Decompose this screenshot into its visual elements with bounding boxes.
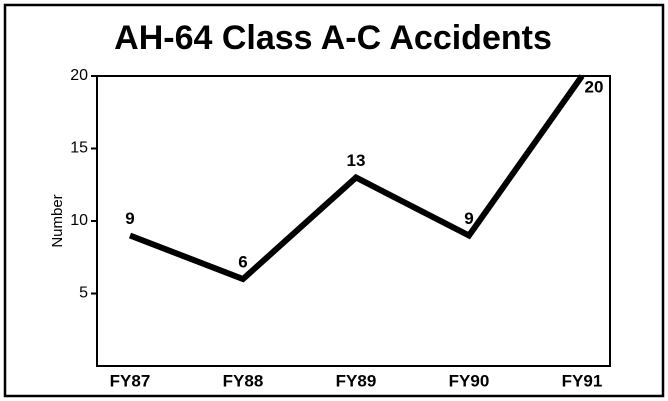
chart-title: AH-64 Class A-C Accidents xyxy=(114,19,552,57)
x-tick-label: FY91 xyxy=(562,371,603,390)
y-axis-label: Number xyxy=(49,194,66,247)
x-tick-label: FY87 xyxy=(110,371,151,390)
data-line xyxy=(128,74,585,283)
x-tick-label: FY90 xyxy=(449,371,490,390)
data-label: 9 xyxy=(464,209,473,228)
data-label: 13 xyxy=(347,151,366,170)
y-tick-label: 15 xyxy=(70,140,88,157)
y-tick-label: 20 xyxy=(70,67,88,84)
plot-frame xyxy=(96,75,611,367)
x-tick-label: FY88 xyxy=(223,371,264,390)
y-tick-label: 5 xyxy=(79,285,88,302)
y-tick-label: 10 xyxy=(70,212,88,229)
data-label: 9 xyxy=(125,209,134,228)
x-tick-label: FY89 xyxy=(336,371,377,390)
data-label: 20 xyxy=(585,77,604,96)
data-label: 6 xyxy=(238,252,247,271)
outer-frame xyxy=(3,3,665,398)
